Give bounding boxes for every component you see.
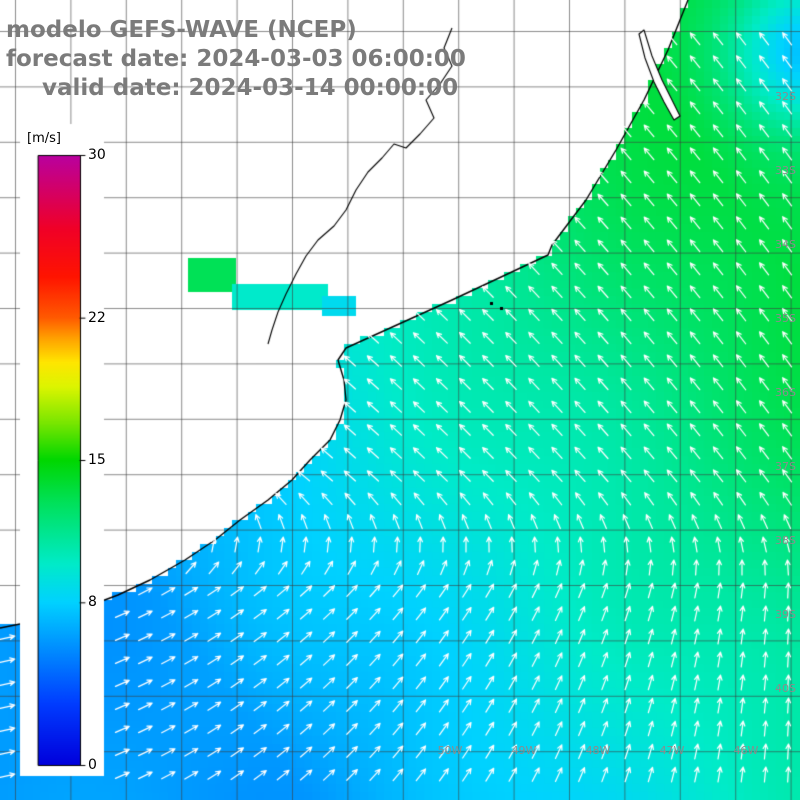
latitude-label: 34S [775, 238, 796, 251]
latitude-label: 32S [775, 90, 796, 103]
model-title: modelo GEFS-WAVE (NCEP) [6, 17, 357, 43]
latitude-label: 38S [775, 534, 796, 547]
longitude-label: 49W [511, 744, 537, 757]
colorbar-tick-label: 15 [88, 452, 106, 468]
longitude-label: 50W [437, 744, 463, 757]
latitude-label: 37S [775, 460, 796, 473]
latitude-label: 36S [775, 386, 796, 399]
colorbar-tick-label: 8 [88, 594, 97, 611]
colorbar-tick-label: 30 [88, 147, 106, 163]
title-block: modelo GEFS-WAVE (NCEP) forecast date: 2… [6, 16, 466, 103]
longitude-label: 46W [733, 744, 759, 757]
longitude-label: 47W [659, 744, 685, 757]
latitude-label: 33S [775, 164, 796, 177]
colorbar-tick-label: 0 [88, 757, 97, 773]
valid-date: valid date: 2024-03-14 00:00:00 [42, 75, 459, 101]
colorbar-tick-label: 22 [88, 309, 106, 326]
colorbar-units-label: [m/s] [27, 131, 61, 146]
latitude-label: 40S [775, 682, 796, 695]
forecast-date: forecast date: 2024-03-03 06:00:00 [6, 46, 466, 72]
latitude-label: 35S [775, 312, 796, 325]
latitude-label: 39S [775, 608, 796, 621]
longitude-label: 48W [585, 744, 611, 757]
